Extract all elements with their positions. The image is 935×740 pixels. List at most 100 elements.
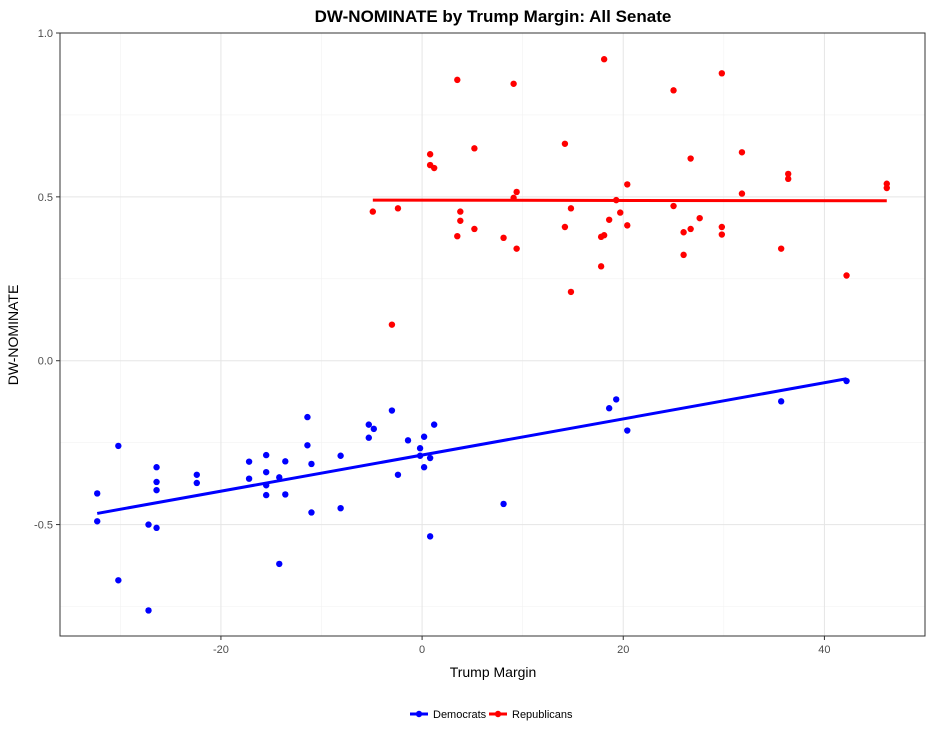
democrats-point <box>365 421 372 428</box>
democrats-point <box>94 490 101 497</box>
democrats-point <box>276 560 283 568</box>
x-tick-label: -20 <box>213 644 229 656</box>
democrats-point <box>262 482 270 489</box>
republicans-point <box>738 190 746 197</box>
democrats-point <box>94 518 101 525</box>
democrats-point <box>416 452 424 459</box>
y-axis-title: DW-NOMINATE <box>5 285 21 386</box>
republicans-point <box>513 188 520 196</box>
republicans-point <box>777 245 785 252</box>
republicans-point <box>696 214 703 222</box>
democrats-point <box>153 478 160 486</box>
republicans-point <box>785 175 792 183</box>
republicans-point <box>687 225 694 233</box>
democrats-point <box>153 486 160 494</box>
republicans-point <box>369 208 377 215</box>
democrats-point <box>777 398 785 405</box>
democrats-point <box>420 433 428 440</box>
democrats-point <box>145 521 152 528</box>
republicans-point <box>670 87 677 94</box>
democrats-point <box>613 396 620 403</box>
legend: Democrats Republicans <box>410 709 573 721</box>
democrats-point <box>624 427 631 434</box>
republicans-point <box>394 205 402 212</box>
democrats-point <box>394 471 402 478</box>
democrats-point <box>282 491 289 498</box>
democrats-point <box>262 491 270 499</box>
y-tick-label: 1.0 <box>38 28 53 40</box>
x-tick-label: 20 <box>617 644 629 656</box>
republicans-point <box>426 151 434 158</box>
republicans-point <box>883 184 890 192</box>
republicans-point <box>500 234 507 242</box>
republicans-point <box>687 155 694 162</box>
republicans-point <box>457 217 464 224</box>
democrats-point <box>245 475 253 482</box>
republicans-point <box>471 225 478 233</box>
democrats-point <box>276 474 283 481</box>
republicans-point <box>670 202 677 210</box>
republicans-point <box>561 223 569 231</box>
democrats-point <box>843 377 850 385</box>
democrats-point <box>145 607 152 614</box>
democrats-point <box>605 405 613 412</box>
legend-key-point-democrats <box>415 710 423 718</box>
democrats-point <box>404 437 412 444</box>
republicans-point <box>510 80 517 87</box>
republicans-point <box>738 149 746 156</box>
democrats-point <box>500 500 507 508</box>
republicans-point <box>624 181 631 188</box>
democrats-point <box>426 533 434 540</box>
democrats-point <box>308 460 315 468</box>
republicans-point <box>600 56 608 63</box>
republicans-point <box>718 223 726 231</box>
republicans-point <box>605 216 613 223</box>
republicans-point <box>718 70 726 77</box>
legend-key-point-republicans <box>494 710 502 718</box>
democrats-point <box>337 452 344 459</box>
x-tick-label: 0 <box>419 644 425 656</box>
republicans-point <box>454 76 461 84</box>
republicans-point <box>718 231 726 238</box>
democrats-point <box>304 413 311 421</box>
data-points <box>94 56 890 614</box>
republicans-point <box>457 208 464 215</box>
republicans-point <box>624 222 631 229</box>
republicans-point <box>680 251 687 259</box>
republicans-point <box>617 209 624 216</box>
democrats-point <box>304 442 311 449</box>
democrats-point <box>430 421 438 428</box>
chart-title: DW-NOMINATE by Trump Margin: All Senate <box>315 7 672 26</box>
republicans-fit-line <box>372 198 887 203</box>
republicans-point <box>613 196 620 204</box>
democrats-fit-line <box>96 377 847 515</box>
democrats-point <box>308 509 315 516</box>
democrats-point <box>245 458 253 465</box>
republicans-point <box>597 263 605 270</box>
democrats-point <box>282 458 289 465</box>
x-axis-ticks: -20 0 20 40 <box>213 636 831 656</box>
republicans-point <box>388 321 396 328</box>
democrats-point <box>115 442 122 450</box>
plot-panel-background <box>60 33 925 636</box>
republicans-point <box>567 288 575 296</box>
republicans-point <box>561 140 569 147</box>
y-tick-label: 0.0 <box>38 356 53 368</box>
democrats-point <box>262 468 270 476</box>
legend-label-republicans: Republicans <box>512 709 573 721</box>
x-tick-label: 40 <box>818 644 830 656</box>
republicans-point <box>785 170 792 178</box>
x-axis-title: Trump Margin <box>450 664 537 680</box>
legend-label-democrats: Democrats <box>433 709 487 721</box>
republicans-point <box>600 232 608 239</box>
democrats-point <box>416 445 424 452</box>
y-axis-ticks: -0.5 0.0 0.5 1.0 <box>34 28 60 532</box>
republicans-point <box>513 245 520 252</box>
democrats-point <box>426 454 434 462</box>
democrats-point <box>115 577 122 584</box>
democrats-point <box>337 504 344 512</box>
republicans-point <box>430 164 438 172</box>
republicans-point <box>510 194 517 202</box>
democrats-point <box>153 524 160 532</box>
